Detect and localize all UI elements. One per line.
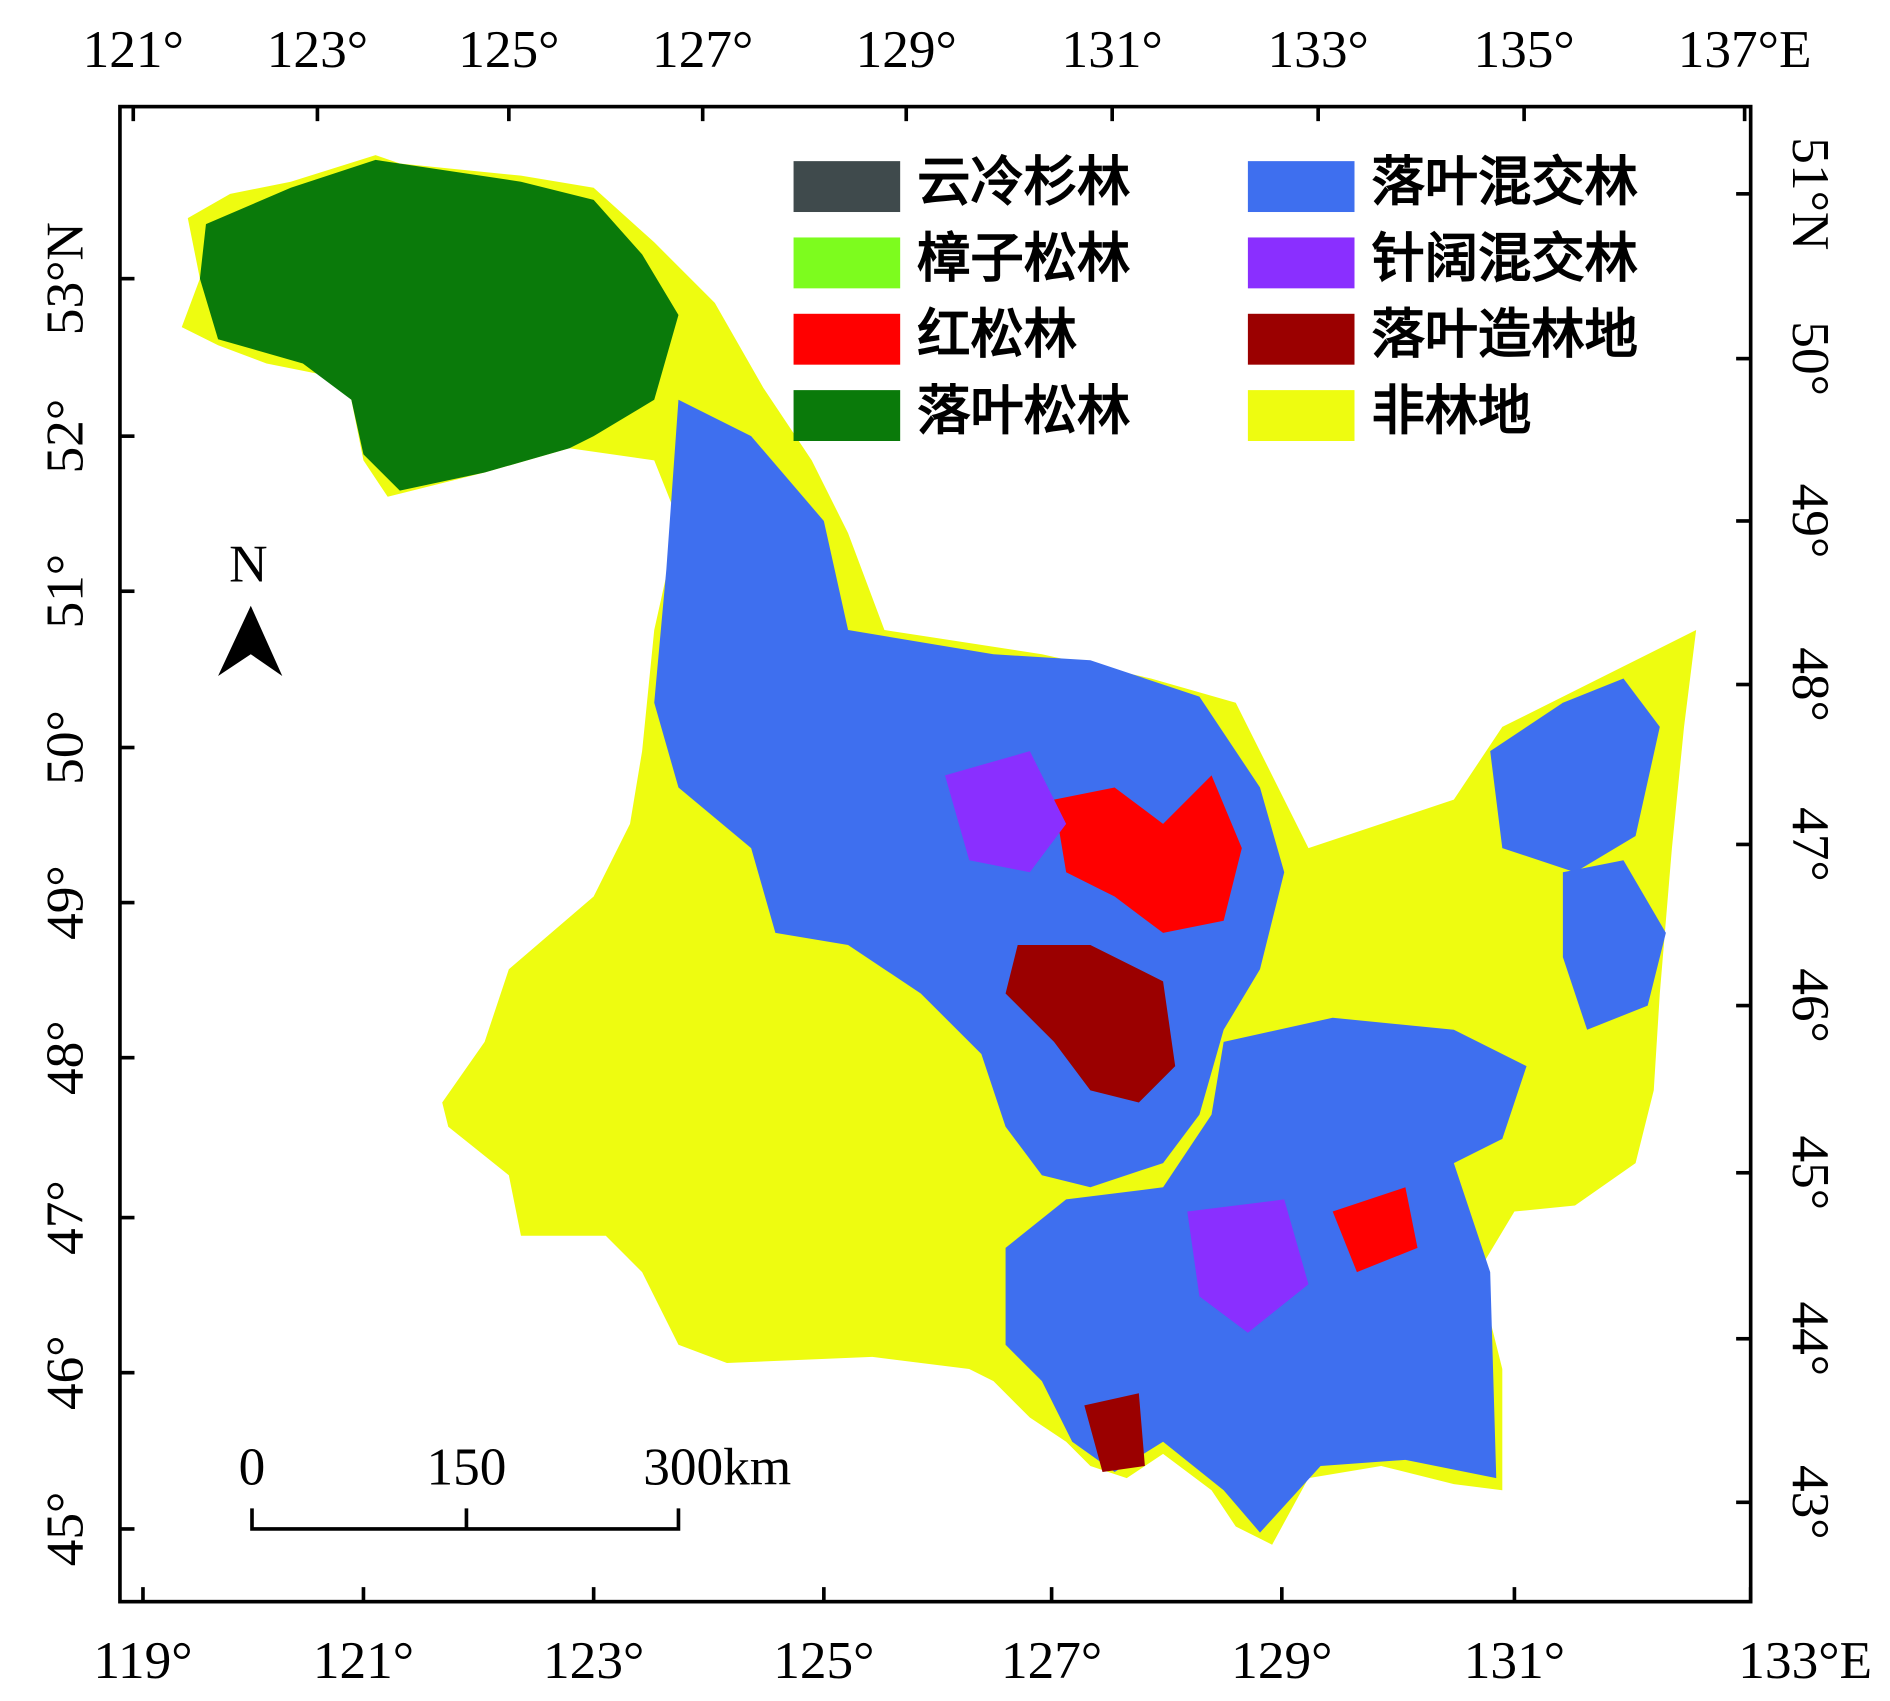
bottom-tick-label: 123° — [543, 1631, 644, 1690]
bottom-tick-label: 133°E — [1738, 1631, 1872, 1690]
region-mixed-coniferous — [1187, 1199, 1309, 1333]
region-larch — [199, 159, 679, 491]
legend-swatch — [1247, 390, 1355, 441]
right-tick-label: 44° — [1781, 1301, 1840, 1376]
scale-bar: 0 150 300km — [239, 1437, 791, 1531]
legend-swatch — [793, 237, 901, 289]
legend-label: 非林地 — [1371, 382, 1531, 441]
legend-swatch — [793, 390, 901, 441]
legend-swatch — [793, 313, 901, 365]
map-frame — [118, 104, 1753, 1604]
legend-swatch — [1247, 313, 1355, 365]
bottom-tick-label: 121° — [313, 1631, 414, 1690]
right-tick-label: 47° — [1781, 807, 1840, 882]
top-tick-label: 125° — [458, 20, 559, 79]
north-label: N — [229, 535, 268, 594]
right-tick-label: 51°N — [1781, 137, 1840, 250]
top-tick-label: 131° — [1062, 20, 1163, 79]
scale-bar-label: 150 — [426, 1437, 506, 1496]
bottom-tick-label: 127° — [1001, 1631, 1102, 1690]
region-korean-pine — [1332, 1187, 1418, 1273]
left-tick-label: 50° — [36, 710, 95, 785]
legend-label: 落叶松林 — [917, 382, 1131, 441]
bottom-tick-label: 129° — [1231, 1631, 1332, 1690]
scale-bar-label: 300km — [643, 1437, 791, 1496]
bottom-tick-label: 125° — [773, 1631, 874, 1690]
region-larch-plantation — [1005, 945, 1176, 1103]
region-larch-plantation — [1084, 1393, 1145, 1473]
legend-label: 落叶混交林 — [1371, 153, 1638, 212]
north-arrow-shape — [218, 605, 283, 677]
legend-label: 针阔混交林 — [1371, 229, 1638, 288]
left-tick-label: 52° — [36, 399, 95, 474]
top-tick-label: 127° — [652, 20, 753, 79]
top-tick-label: 123° — [267, 20, 368, 79]
region-mixed-broadleaf — [1562, 860, 1666, 1030]
region-mixed-coniferous — [945, 751, 1067, 873]
legend-label: 樟子松林 — [917, 229, 1131, 288]
left-tick-label: 53°N — [36, 222, 95, 335]
top-tick-label: 135° — [1473, 20, 1574, 79]
left-tick-label: 48° — [36, 1020, 95, 1095]
legend-swatch — [793, 161, 901, 213]
left-tick-label: 46° — [36, 1335, 95, 1410]
north-arrow: N — [218, 535, 283, 677]
legend-label: 落叶造林地 — [1371, 306, 1637, 365]
right-tick-label: 45° — [1781, 1135, 1840, 1210]
top-tick-label: 137°E — [1678, 20, 1812, 79]
bottom-tick-label: 119° — [93, 1631, 192, 1690]
legend-label: 云冷杉林 — [917, 153, 1131, 212]
left-tick-label: 51° — [36, 554, 95, 629]
legend-label: 红松林 — [917, 306, 1078, 365]
legend-swatch — [1247, 161, 1355, 213]
top-tick-label: 129° — [856, 20, 957, 79]
region-mixed-broadleaf — [1490, 678, 1660, 873]
left-tick-label: 49° — [36, 865, 95, 940]
right-tick-label: 46° — [1781, 968, 1840, 1043]
bottom-tick-label: 131° — [1464, 1631, 1565, 1690]
top-tick-label: 121° — [83, 20, 184, 79]
left-tick-label: 45° — [36, 1492, 95, 1567]
scale-bar-label: 0 — [239, 1437, 266, 1496]
top-tick-label: 133° — [1268, 20, 1369, 79]
left-tick-label: 47° — [36, 1180, 95, 1255]
scale-bar-line — [250, 1508, 681, 1531]
region-korean-pine — [1054, 775, 1242, 933]
right-tick-label: 48° — [1781, 647, 1840, 722]
right-tick-label: 50° — [1781, 321, 1840, 396]
right-tick-label: 49° — [1781, 484, 1840, 559]
right-tick-label: 43° — [1781, 1465, 1840, 1540]
legend-swatch — [1247, 237, 1355, 289]
